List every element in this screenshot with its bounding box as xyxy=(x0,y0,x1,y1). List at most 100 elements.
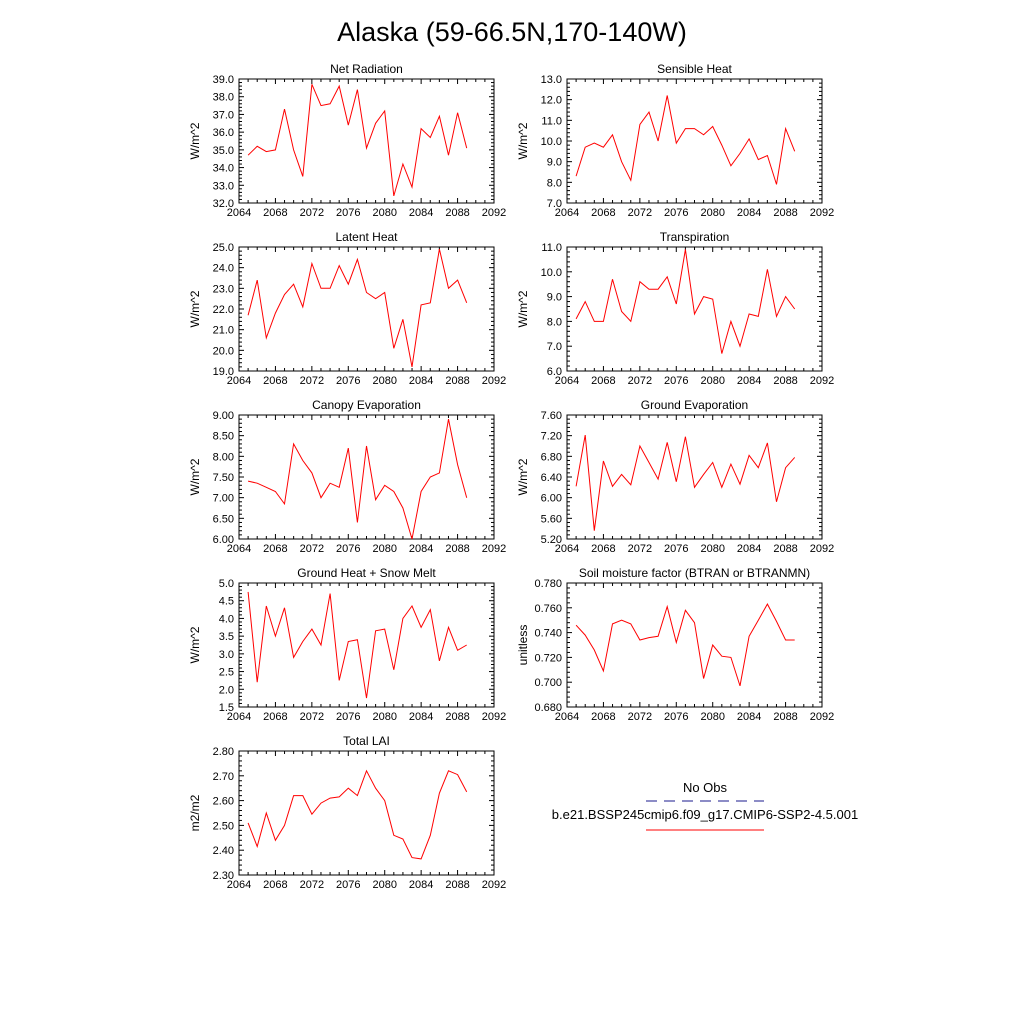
plot-frame xyxy=(566,414,823,540)
series-line xyxy=(575,435,796,531)
x-tick-label: 2092 xyxy=(482,879,506,891)
x-tick-label: 2080 xyxy=(700,711,724,723)
x-tick-label: 2092 xyxy=(810,711,834,723)
plot-frame xyxy=(238,750,495,876)
x-tick-label: 2084 xyxy=(409,375,433,387)
y-tick-label: 2.50 xyxy=(213,820,234,832)
x-tick-label: 2084 xyxy=(409,543,433,555)
y-tick-label: 0.740 xyxy=(534,628,562,640)
panel-0: Net Radiation W/m^2 2064 2068 2072 2076 2080 20… xyxy=(188,62,506,219)
y-tick-label: 8.0 xyxy=(547,316,562,328)
y-tick-label: 5.0 xyxy=(219,578,234,590)
y-tick-label: 38.0 xyxy=(213,92,234,104)
x-tick-label: 2084 xyxy=(737,543,761,555)
x-tick-label: 2064 xyxy=(555,207,579,219)
y-tick-label: 0.700 xyxy=(534,677,562,689)
x-tick-label: 2064 xyxy=(555,543,579,555)
figure-title: Alaska (59-66.5N,170-140W) xyxy=(337,17,687,47)
x-tick-label: 2072 xyxy=(300,711,324,723)
x-tick-label: 2084 xyxy=(409,207,433,219)
series-line xyxy=(575,603,795,687)
x-tick-label: 2088 xyxy=(773,543,797,555)
x-tick-label: 2076 xyxy=(664,207,688,219)
y-tick-label: 4.5 xyxy=(219,596,234,608)
x-tick-label: 2084 xyxy=(409,711,433,723)
y-tick-label: 0.720 xyxy=(534,652,562,664)
y-tick-label: 6.0 xyxy=(547,366,562,378)
panel-6: Ground Heat + Snow Melt W/m^2 2064 2068 2072… xyxy=(188,566,506,723)
x-tick-label: 2068 xyxy=(591,207,615,219)
x-tick-label: 2064 xyxy=(227,375,251,387)
series-line xyxy=(247,84,468,197)
y-tick-label: 6.50 xyxy=(213,513,234,525)
y-tick-label: 35.0 xyxy=(213,145,234,157)
x-tick-label: 2092 xyxy=(482,375,506,387)
y-tick-label: 7.60 xyxy=(541,410,562,422)
legend-label-model: b.e21.BSSP245cmip6.f09_g17.CMIP6-SSP2-4.… xyxy=(552,807,858,822)
y-axis-label: W/m^2 xyxy=(188,458,202,495)
x-tick-label: 2076 xyxy=(336,879,360,891)
y-tick-label: 3.0 xyxy=(219,649,234,661)
y-tick-label: 9.0 xyxy=(547,157,562,169)
panel-title: Transpiration xyxy=(660,230,730,244)
y-tick-label: 2.5 xyxy=(219,667,234,679)
x-tick-label: 2064 xyxy=(227,543,251,555)
x-tick-label: 2064 xyxy=(555,711,579,723)
x-tick-label: 2088 xyxy=(773,207,797,219)
y-tick-label: 2.70 xyxy=(213,771,234,783)
series-line xyxy=(247,248,468,367)
y-tick-label: 7.0 xyxy=(547,341,562,353)
x-tick-label: 2084 xyxy=(737,207,761,219)
y-tick-label: 13.0 xyxy=(541,74,562,86)
x-tick-label: 2072 xyxy=(300,207,324,219)
y-axis-label: W/m^2 xyxy=(188,626,202,663)
y-tick-label: 12.0 xyxy=(541,95,562,107)
x-tick-label: 2092 xyxy=(482,543,506,555)
x-tick-label: 2080 xyxy=(372,375,396,387)
y-tick-label: 8.00 xyxy=(213,451,234,463)
x-tick-label: 2076 xyxy=(336,711,360,723)
y-tick-label: 32.0 xyxy=(213,198,234,210)
x-tick-label: 2068 xyxy=(263,543,287,555)
y-tick-label: 6.00 xyxy=(541,493,562,505)
x-tick-label: 2064 xyxy=(227,207,251,219)
y-tick-label: 5.60 xyxy=(541,513,562,525)
y-tick-label: 5.20 xyxy=(541,534,562,546)
x-tick-label: 2080 xyxy=(372,207,396,219)
y-tick-label: 7.50 xyxy=(213,472,234,484)
y-tick-label: 24.0 xyxy=(213,263,234,275)
x-tick-label: 2080 xyxy=(700,375,724,387)
y-tick-label: 37.0 xyxy=(213,109,234,121)
x-tick-label: 2080 xyxy=(700,207,724,219)
y-tick-label: 9.00 xyxy=(213,410,234,422)
x-tick-label: 2092 xyxy=(482,711,506,723)
panel-title: Ground Evaporation xyxy=(641,398,748,412)
y-tick-label: 11.0 xyxy=(541,242,562,254)
y-tick-label: 19.0 xyxy=(213,366,234,378)
y-tick-label: 39.0 xyxy=(213,74,234,86)
y-axis-label: unitless xyxy=(516,625,530,666)
series-line xyxy=(247,769,468,860)
x-tick-label: 2088 xyxy=(445,543,469,555)
panels: Net Radiation W/m^2 2064 2068 2072 2076 2080 20… xyxy=(188,62,834,891)
plot-frame xyxy=(566,582,823,708)
y-tick-label: 7.20 xyxy=(541,431,562,443)
y-tick-label: 0.680 xyxy=(534,702,562,714)
x-tick-label: 2064 xyxy=(227,711,251,723)
x-tick-label: 2080 xyxy=(372,711,396,723)
series-line xyxy=(247,591,467,699)
panel-title: Sensible Heat xyxy=(657,62,732,76)
x-tick-label: 2072 xyxy=(300,879,324,891)
y-tick-label: 8.50 xyxy=(213,431,234,443)
y-tick-label: 25.0 xyxy=(213,242,234,254)
x-tick-label: 2092 xyxy=(810,207,834,219)
panel-8: Total LAI m2/m2 2064 2068 2072 2076 2080 2084 20… xyxy=(188,734,506,891)
x-tick-label: 2084 xyxy=(737,375,761,387)
legend: No Obs b.e21.BSSP245cmip6.f09_g17.CMIP6-… xyxy=(552,780,858,831)
panel-7: Soil moisture factor (BTRAN or BTRANMN) u… xyxy=(516,566,834,723)
x-tick-label: 2068 xyxy=(263,207,287,219)
y-tick-label: 3.5 xyxy=(219,631,234,643)
panel-4: Canopy Evaporation W/m^2 2064 2068 2072 2076 2… xyxy=(188,398,506,555)
panel-5: Ground Evaporation W/m^2 2064 2068 2072 2076 2… xyxy=(516,398,834,555)
